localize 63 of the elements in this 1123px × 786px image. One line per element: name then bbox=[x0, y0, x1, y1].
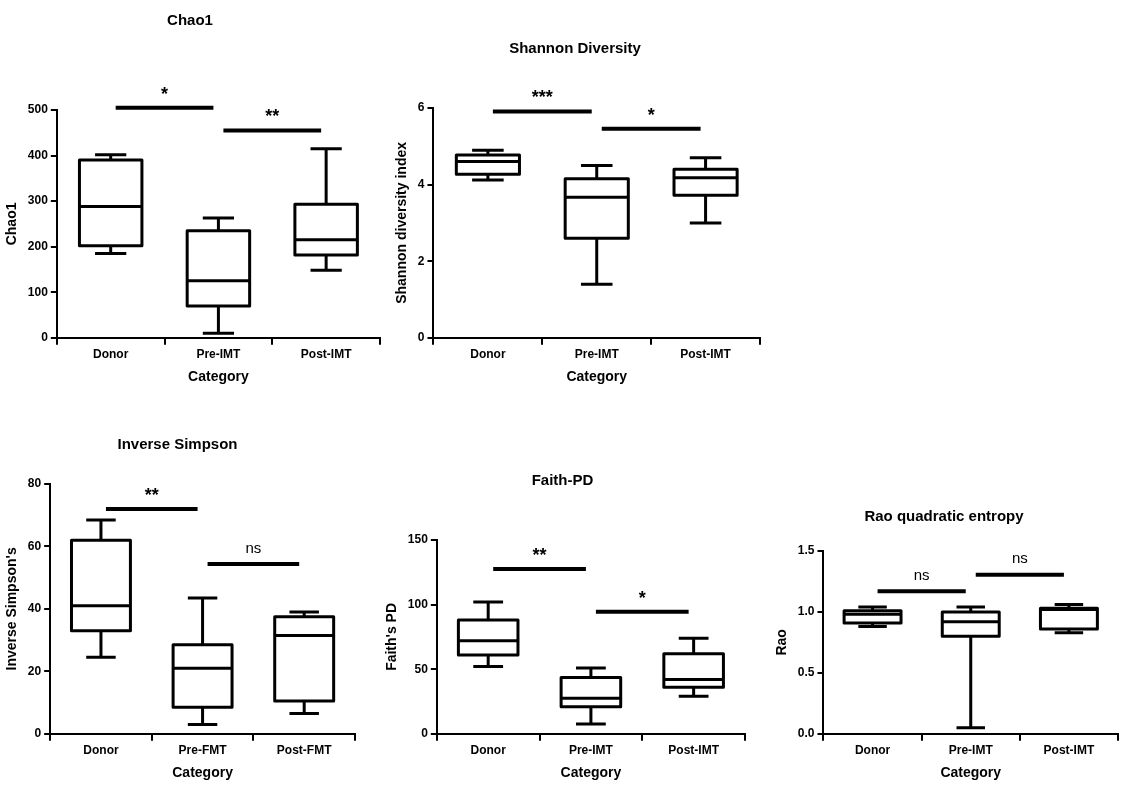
y-tick-label: 0 bbox=[421, 726, 429, 741]
annotation: ns bbox=[1011, 549, 1028, 567]
x-axis-title: Category bbox=[560, 764, 622, 781]
annotation: * bbox=[638, 587, 646, 608]
annotation: * bbox=[647, 104, 655, 125]
y-tick-label: 200 bbox=[27, 238, 49, 253]
y-tick-label: 0 bbox=[41, 330, 49, 345]
y-tick-label: 80 bbox=[27, 476, 42, 491]
x-tick-label: Post-FMT bbox=[276, 743, 333, 758]
y-axis-title: Inverse Simpson's bbox=[3, 547, 20, 671]
chart-title: Shannon Diversity bbox=[509, 39, 642, 57]
y-tick-label: 0.0 bbox=[797, 726, 815, 741]
chart-title: Chao1 bbox=[167, 11, 213, 29]
x-tick-label: Pre-IMT bbox=[574, 347, 620, 362]
x-tick-label: Pre-IMT bbox=[568, 743, 614, 758]
text: *** bbox=[531, 87, 553, 108]
y-tick-label: 300 bbox=[27, 193, 49, 208]
y-tick-label: 4 bbox=[417, 176, 425, 191]
y-tick-label: 60 bbox=[27, 538, 42, 553]
x-tick-label: Donor bbox=[83, 743, 119, 758]
y-tick-label: 400 bbox=[27, 147, 49, 162]
y-tick-label: 0 bbox=[34, 726, 42, 741]
y-tick-label: 1.0 bbox=[797, 604, 815, 619]
chart-title: Inverse Simpson bbox=[117, 435, 238, 453]
y-tick-label: 500 bbox=[27, 102, 49, 117]
y-tick-label: 100 bbox=[27, 284, 49, 299]
x-tick-label: Post-IMT bbox=[300, 347, 353, 362]
y-tick-label: 2 bbox=[417, 253, 425, 268]
x-axis-title: Category bbox=[172, 764, 234, 781]
annotation: ns bbox=[913, 565, 930, 583]
y-tick-label: 40 bbox=[27, 601, 42, 616]
y-tick-label: 1.5 bbox=[797, 543, 815, 558]
y-axis-title: Faith's PD bbox=[383, 602, 400, 671]
annotation: ** bbox=[265, 106, 280, 127]
y-tick-label: 20 bbox=[27, 663, 42, 678]
y-tick-label: 6 bbox=[417, 100, 425, 115]
y-tick-label: 150 bbox=[407, 532, 429, 547]
text: * bbox=[161, 83, 169, 104]
y-tick-label: 0.5 bbox=[797, 665, 815, 680]
chart-title: Rao quadratic entropy bbox=[864, 507, 1025, 525]
x-tick-label: Pre-FMT bbox=[178, 743, 228, 758]
y-axis-title: Chao1 bbox=[3, 202, 20, 246]
chart-title: Faith-PD bbox=[531, 471, 594, 489]
annotation: ** bbox=[532, 545, 547, 566]
x-tick-label: Donor bbox=[93, 347, 129, 362]
x-tick-label: Donor bbox=[854, 743, 891, 758]
x-tick-label: Post-IMT bbox=[668, 743, 720, 758]
x-tick-label: Donor bbox=[470, 743, 507, 758]
y-tick-label: 0 bbox=[417, 330, 425, 345]
annotation: ** bbox=[144, 484, 159, 505]
x-tick-label: Donor bbox=[470, 347, 506, 362]
y-tick-label: 100 bbox=[407, 596, 429, 611]
x-tick-label: Pre-IMT bbox=[948, 743, 994, 758]
y-axis-title: Shannon diversity index bbox=[393, 141, 410, 304]
x-tick-label: Pre-IMT bbox=[196, 347, 242, 362]
y-tick-label: 50 bbox=[414, 661, 429, 676]
x-axis-title: Category bbox=[566, 368, 628, 385]
annotation: ns bbox=[245, 538, 262, 556]
x-tick-label: Post-IMT bbox=[680, 347, 732, 362]
y-axis-title: Rao bbox=[773, 629, 790, 656]
x-axis-title: Category bbox=[188, 368, 249, 385]
x-axis-title: Category bbox=[940, 764, 1002, 781]
x-tick-label: Post-IMT bbox=[1043, 743, 1095, 758]
